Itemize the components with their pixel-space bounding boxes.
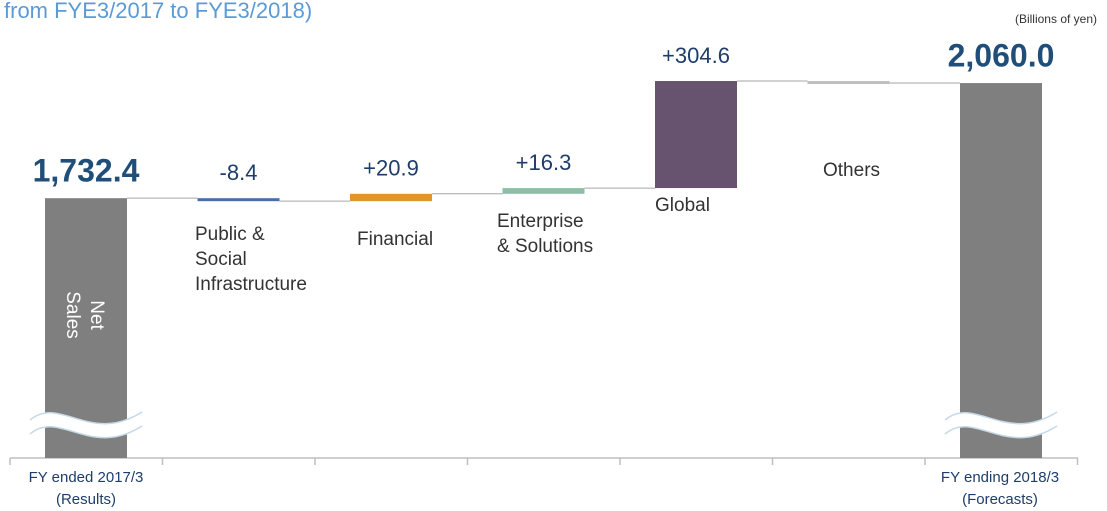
bar	[350, 193, 432, 202]
axis-break	[29, 411, 143, 439]
bar	[197, 198, 280, 202]
chart-title: from FYE3/2017 to FYE3/2018)	[4, 0, 312, 23]
category-label: FY ending 2018/3 (Forecasts)	[941, 469, 1059, 508]
category-label: FY ended 2017/3 (Results)	[29, 469, 144, 508]
bar	[655, 81, 737, 189]
bar	[502, 188, 585, 194]
unit-label: (Billions of yen)	[1015, 12, 1097, 26]
value-label: +16.3	[516, 150, 572, 175]
bar-annotation: NetSales	[62, 291, 107, 339]
value-label: 2,060.0	[948, 38, 1055, 74]
bar	[960, 83, 1042, 459]
category-label: Public & Social Infrastructure	[195, 224, 307, 295]
category-label: Enterprise & Solutions	[497, 211, 593, 257]
value-label: -8.4	[220, 160, 258, 185]
value-label: +20.9	[363, 156, 419, 181]
category-label: Financial	[357, 229, 433, 250]
value-label: 1,732.4	[33, 153, 140, 189]
category-label: Global	[655, 195, 710, 216]
value-label: +304.6	[662, 43, 730, 68]
bar	[807, 81, 890, 85]
category-label: Others	[823, 160, 880, 181]
axis-break	[944, 411, 1058, 439]
